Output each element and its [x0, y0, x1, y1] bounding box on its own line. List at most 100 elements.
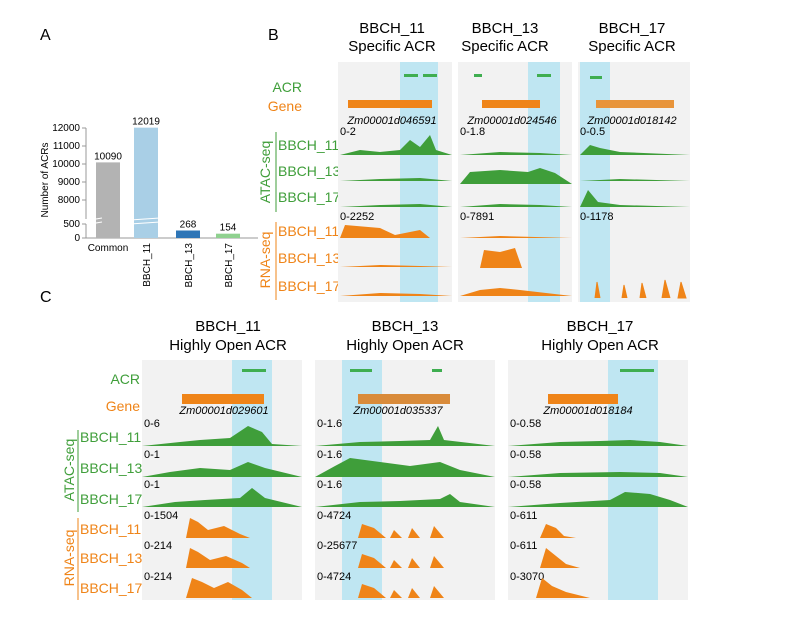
- rna-track-bbch13: [340, 265, 452, 267]
- atac-scale-bbch13: 0-1: [144, 449, 160, 461]
- y-tick-label: 8000: [58, 195, 81, 206]
- atac-track-bbch17: [315, 494, 495, 507]
- rna-track-bbch11: [540, 524, 576, 538]
- column-subtitle: Specific ACR: [588, 38, 676, 55]
- rna-scale-bbch17: 0-4724: [317, 571, 351, 583]
- gene-model: [482, 100, 540, 108]
- category-label: BBCH_11: [142, 243, 153, 287]
- atac-scale-bbch13: 0-0.58: [510, 449, 541, 461]
- atac-scale-bbch11: 0-6: [144, 418, 160, 430]
- atac-track-bbch11: [142, 426, 302, 446]
- atac-track-bbch13: [460, 168, 572, 184]
- axis-break-gap: [70, 219, 260, 224]
- column-title: BBCH_11: [195, 318, 261, 335]
- panel-c-column-bbch17: BBCH_17 Highly Open ACR Zm00001d018184 0…: [508, 318, 688, 600]
- atac-scale-bbch17: 0-1.6: [317, 479, 342, 491]
- rna-track-bbch11: [358, 524, 444, 538]
- y-tick-label: 500: [63, 219, 80, 230]
- acr-count-bar-chart: Number of ACRs 10090 Common 12019 BBCH_11 26…: [40, 117, 260, 288]
- rna-label-bbch13: BBCH_13: [80, 550, 142, 566]
- rna-track-bbch17: [358, 584, 444, 598]
- rna-scale-bbch17: 0-214: [144, 571, 172, 583]
- panel-letter-c: C: [40, 289, 52, 306]
- rna-track-bbch11: [460, 236, 572, 238]
- acr-mark: [242, 369, 266, 372]
- y-tick-label: 9000: [58, 177, 81, 188]
- column-title: BBCH_13: [472, 20, 539, 37]
- atac-label-bbch13: BBCH_13: [278, 163, 340, 179]
- atac-scale-bbch17: 0-1: [144, 479, 160, 491]
- atac-track-bbch11: [315, 426, 495, 446]
- gene-model: [596, 100, 674, 108]
- atac-seq-group-label: ATAC-seq: [61, 439, 77, 502]
- acr-mark: [432, 369, 442, 372]
- acr-mark: [537, 74, 551, 77]
- rna-track-bbch17: [594, 279, 687, 299]
- gene-id: Zm00001d018184: [542, 405, 632, 417]
- rna-label-bbch11: BBCH_11: [278, 223, 339, 239]
- y-tick-label: 0: [74, 233, 80, 244]
- panel-b-column-bbch13: BBCH_13 Specific ACR Zm00001d024546 0-1.…: [458, 20, 572, 302]
- atac-track-bbch13: [315, 458, 495, 477]
- y-tick-label: 11000: [53, 141, 81, 152]
- atac-label-bbch11: BBCH_11: [80, 429, 141, 445]
- atac-track-bbch17: [142, 488, 302, 507]
- track-label-gene: Gene: [106, 398, 140, 414]
- column-subtitle: Specific ACR: [348, 38, 436, 55]
- atac-label-bbch11: BBCH_11: [278, 137, 339, 153]
- atac-seq-group-label: ATAC-seq: [257, 141, 273, 204]
- bar-value-label: 268: [180, 219, 197, 230]
- gene-model: [348, 100, 432, 108]
- category-label: Common: [88, 243, 129, 254]
- column-title: BBCH_17: [567, 318, 634, 335]
- bar-bbch-17: [216, 233, 240, 238]
- rna-scale-bbch17: 0-3070: [510, 571, 544, 583]
- panel-b-column-bbch17: BBCH_17 Specific ACR Zm00001d018142 0-0.…: [578, 20, 690, 302]
- panel-letter-b: B: [268, 27, 279, 44]
- atac-track-bbch13: [340, 178, 452, 181]
- acr-highlight: [580, 62, 610, 302]
- rna-scale: 0-7891: [460, 211, 494, 223]
- rna-label-bbch11: BBCH_11: [80, 521, 141, 537]
- y-tick-label: 10000: [52, 159, 80, 170]
- atac-track-bbch11: [508, 440, 688, 446]
- atac-scale-bbch11: 0-0.58: [510, 418, 541, 430]
- category-label: BBCH_13: [184, 243, 195, 288]
- gene-id: Zm00001d035337: [352, 405, 443, 417]
- rna-track-bbch17: [340, 293, 452, 296]
- panel-c: ACR Gene ATAC-seq RNA-seq BBCH_11 BBCH_1…: [61, 318, 688, 600]
- acr-mark: [404, 74, 418, 77]
- gene-model: [548, 394, 618, 404]
- track-label-acr: ACR: [272, 79, 302, 95]
- atac-track-bbch13: [508, 472, 688, 477]
- rna-scale: 0-2252: [340, 211, 374, 223]
- atac-label-bbch13: BBCH_13: [80, 460, 142, 476]
- column-title: BBCH_17: [599, 20, 666, 37]
- rna-scale-bbch13: 0-611: [510, 540, 537, 552]
- gene-id: Zm00001d029601: [178, 405, 268, 417]
- gene-id: Zm00001d046591: [346, 115, 436, 127]
- category-label: BBCH_17: [224, 243, 235, 288]
- rna-label-bbch13: BBCH_13: [278, 250, 340, 266]
- atac-scale-bbch11: 0-1.6: [317, 418, 342, 430]
- column-subtitle: Highly Open ACR: [541, 337, 659, 354]
- column-subtitle: Specific ACR: [461, 38, 549, 55]
- y-axis-label: Number of ACRs: [40, 142, 51, 217]
- rna-track-bbch11: [186, 518, 250, 538]
- acr-mark: [350, 369, 372, 372]
- bar-bbch-13: [176, 230, 200, 238]
- rna-track-bbch17: [186, 578, 252, 598]
- rna-label-bbch17: BBCH_17: [80, 580, 142, 596]
- rna-scale-bbch13: 0-214: [144, 540, 172, 552]
- atac-label-bbch17: BBCH_17: [80, 491, 142, 507]
- rna-seq-group-label: RNA-seq: [257, 232, 273, 289]
- atac-scale: 0-0.5: [580, 126, 605, 138]
- axis-break-marks: [89, 217, 161, 225]
- panel-c-column-bbch13: BBCH_13 Highly Open ACR Zm00001d035337 0…: [315, 318, 495, 600]
- bar-common: [96, 162, 120, 238]
- atac-scale: 0-2: [340, 126, 356, 138]
- panel-b: ACR Gene ATAC-seq RNA-seq BBCH_11 BBCH_1…: [257, 20, 690, 302]
- rna-scale-bbch11: 0-611: [510, 510, 537, 522]
- atac-scale-bbch13: 0-1.6: [317, 449, 342, 461]
